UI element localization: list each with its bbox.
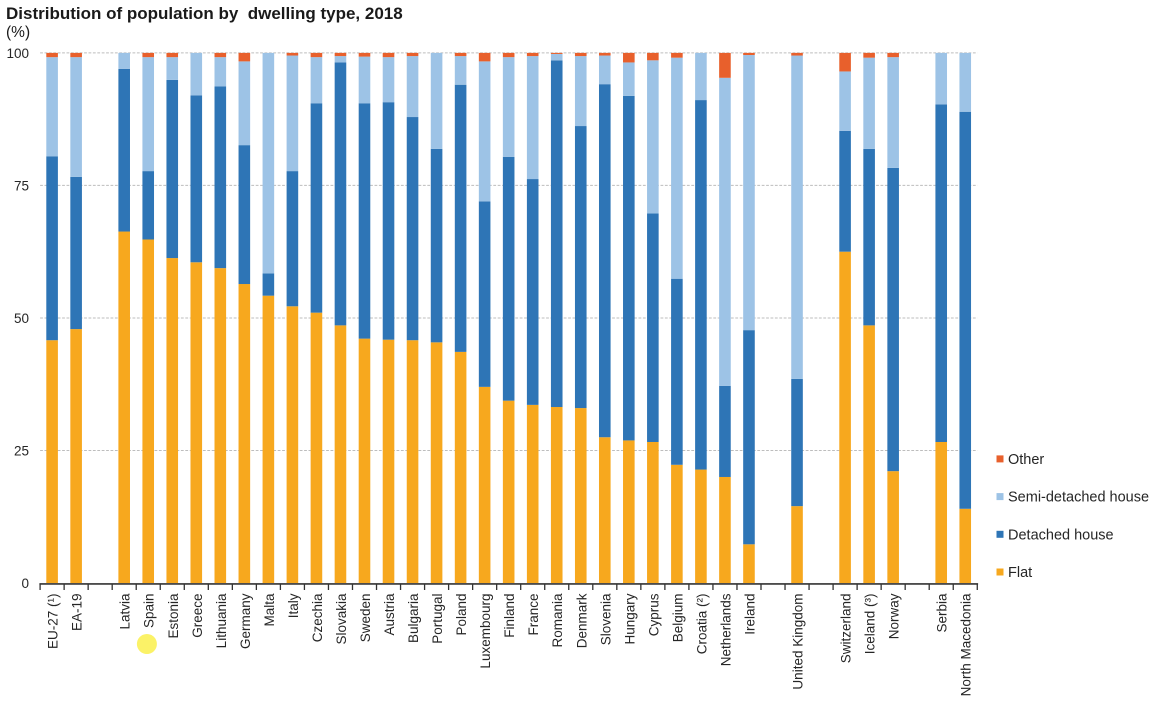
svg-text:Greece: Greece	[190, 594, 205, 638]
svg-text:Semi-detached house: Semi-detached house	[1008, 490, 1149, 506]
svg-text:Sweden: Sweden	[358, 594, 373, 643]
svg-text:Germany: Germany	[238, 593, 253, 649]
svg-text:United Kingdom: United Kingdom	[791, 594, 806, 690]
svg-text:Estonia: Estonia	[166, 593, 181, 639]
svg-text:0: 0	[21, 576, 29, 591]
svg-text:Slovakia: Slovakia	[334, 593, 349, 645]
svg-text:Croatia (²): Croatia (²)	[694, 594, 709, 655]
svg-text:Iceland (³): Iceland (³)	[863, 594, 878, 655]
svg-text:25: 25	[14, 443, 29, 458]
svg-text:100: 100	[6, 46, 29, 61]
svg-text:North Macedonia: North Macedonia	[959, 593, 974, 696]
svg-text:Slovenia: Slovenia	[598, 593, 613, 645]
svg-text:Czechia: Czechia	[310, 593, 325, 642]
svg-text:Norway: Norway	[887, 593, 902, 639]
svg-text:Latvia: Latvia	[118, 593, 133, 630]
svg-text:Switzerland: Switzerland	[839, 594, 854, 664]
svg-text:75: 75	[14, 178, 29, 193]
svg-text:Other: Other	[1008, 452, 1044, 468]
svg-text:Austria: Austria	[382, 593, 397, 636]
svg-text:50: 50	[14, 311, 29, 326]
svg-text:Poland: Poland	[454, 594, 469, 636]
svg-text:France: France	[526, 594, 541, 636]
svg-text:Luxembourg: Luxembourg	[478, 594, 493, 669]
svg-text:Finland: Finland	[502, 594, 517, 638]
svg-text:EU-27 (¹): EU-27 (¹)	[46, 594, 61, 650]
svg-text:Ireland: Ireland	[742, 594, 757, 635]
svg-text:Detached house: Detached house	[1008, 527, 1114, 543]
svg-text:Malta: Malta	[262, 593, 277, 627]
svg-text:Cyprus: Cyprus	[646, 593, 661, 636]
svg-text:Netherlands: Netherlands	[718, 593, 733, 666]
svg-text:(%): (%)	[6, 24, 30, 41]
svg-text:Distribution of population by: Distribution of population by dwelling t…	[6, 4, 403, 23]
svg-text:Lithuania: Lithuania	[214, 593, 229, 648]
svg-text:Portugal: Portugal	[430, 594, 445, 644]
svg-text:Belgium: Belgium	[670, 594, 685, 643]
svg-text:EA-19: EA-19	[70, 594, 85, 632]
svg-text:Serbia: Serbia	[935, 593, 950, 633]
svg-text:Spain: Spain	[142, 594, 157, 629]
svg-text:Romania: Romania	[550, 593, 565, 648]
svg-text:Italy: Italy	[286, 593, 301, 618]
svg-text:Hungary: Hungary	[622, 593, 637, 644]
svg-text:Flat: Flat	[1008, 565, 1032, 581]
svg-text:Bulgaria: Bulgaria	[406, 593, 421, 643]
svg-text:Denmark: Denmark	[574, 593, 589, 648]
